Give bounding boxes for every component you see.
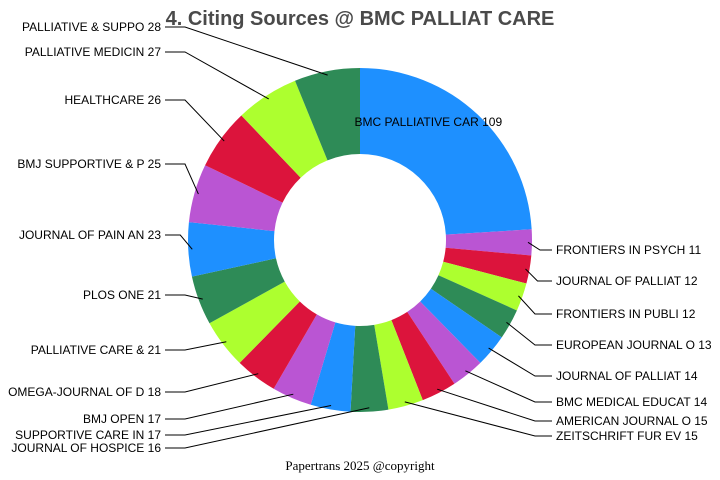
- leader-plos-one-14: [165, 294, 203, 300]
- slice-label-journal-of-hospice-9: JOURNAL OF HOSPICE 16: [11, 441, 161, 455]
- leader-american-journal-o-7: [437, 388, 552, 422]
- slice-label-frontiers-in-psych-1: FRONTIERS IN PSYCH 11: [556, 243, 701, 257]
- slice-journal-of-palliat-5: [420, 288, 502, 363]
- slice-labels: BMC PALLIATIVE CAR 109 FRONTIERS IN PSYCH…: [8, 20, 712, 455]
- leader-bmj-open-11: [165, 393, 294, 420]
- slice-label-healthcare-17: HEALTHCARE 26: [65, 93, 162, 107]
- slice-bmc-palliative-car-0: [360, 68, 532, 235]
- leader-bmc-medical-educat-6: [465, 370, 552, 403]
- leader-healthcare-17: [165, 99, 225, 142]
- leader-journal-of-pain-an-15: [165, 234, 193, 250]
- slice-label-omega-journal-of-d-12: OMEGA-JOURNAL OF D 18: [8, 385, 161, 399]
- slice-zeitschrift-fur-ev-8: [374, 320, 423, 410]
- slice-label-american-journal-o-7: AMERICAN JOURNAL O 15: [556, 414, 708, 428]
- leader-journal-of-palliat-2: [525, 268, 552, 282]
- slice-frontiers-in-psych-1: [445, 229, 532, 256]
- slice-bmc-medical-educat-6: [407, 301, 481, 384]
- slice-label-palliative-care-13: PALLIATIVE CARE & 21: [31, 343, 162, 357]
- slice-label-palliative-suppo-19: PALLIATIVE & SUPPO 28: [22, 20, 161, 34]
- slice-label-european-journal-o-4: EUROPEAN JOURNAL O 13: [556, 338, 712, 352]
- leader-frontiers-in-psych-1: [527, 241, 552, 251]
- slice-label-zeitschrift-fur-ev-8: ZEITSCHRIFT FUR EV 15: [556, 429, 698, 443]
- slice-journal-of-hospice-9: [350, 324, 389, 412]
- slice-frontiers-in-publi-3: [438, 261, 527, 311]
- slice-european-journal-o-4: [430, 275, 517, 338]
- leader-omega-journal-of-d-12: [165, 373, 259, 393]
- leader-palliative-medicin-18: [165, 51, 269, 100]
- leader-zeitschrift-fur-ev-8: [404, 401, 552, 437]
- slice-label-plos-one-14: PLOS ONE 21: [83, 288, 161, 302]
- leader-palliative-suppo-19: [165, 26, 328, 76]
- leader-palliative-care-13: [165, 341, 227, 351]
- slice-american-journal-o-7: [391, 311, 455, 401]
- slice-label-palliative-medicin-18: PALLIATIVE MEDICIN 27: [25, 45, 162, 59]
- slice-omega-journal-of-d-12: [239, 301, 317, 389]
- leader-european-journal-o-4: [506, 321, 552, 346]
- slice-healthcare-17: [205, 115, 301, 203]
- slice-label-bmc-palliative-car-0: BMC PALLIATIVE CAR 109: [355, 115, 503, 129]
- slice-bmj-supportive-p-16: [188, 165, 283, 232]
- slice-palliative-suppo-19: [295, 68, 360, 161]
- leader-journal-of-palliat-5: [488, 347, 552, 377]
- donut-slices: [188, 68, 532, 412]
- leader-journal-of-hospice-9: [165, 407, 370, 449]
- slice-label-bmc-medical-educat-6: BMC MEDICAL EDUCAT 14: [556, 395, 707, 409]
- chart-title: 4. Citing Sources @ BMC PALLIAT CARE: [166, 8, 555, 30]
- leader-supportive-care-in-10: [165, 405, 332, 436]
- slice-bmj-open-11: [273, 314, 336, 405]
- slice-label-journal-of-palliat-2: JOURNAL OF PALLIAT 12: [556, 274, 698, 288]
- slice-label-frontiers-in-publi-3: FRONTIERS IN PUBLI 12: [556, 307, 696, 321]
- footer-copyright: Papertrans 2025 @copyright: [285, 458, 435, 473]
- leader-lines: [165, 26, 552, 449]
- slice-plos-one-14: [191, 258, 285, 324]
- slice-label-journal-of-palliat-5: JOURNAL OF PALLIAT 14: [556, 369, 698, 383]
- slice-label-journal-of-pain-an-15: JOURNAL OF PAIN AN 23: [19, 228, 161, 242]
- slice-palliative-medicin-18: [241, 80, 328, 178]
- slice-palliative-care-13: [209, 281, 300, 363]
- slice-label-supportive-care-in-10: SUPPORTIVE CARE IN 17: [15, 428, 161, 442]
- leader-frontiers-in-publi-3: [518, 295, 552, 315]
- slice-label-bmj-supportive-p-16: BMJ SUPPORTIVE & P 25: [17, 157, 161, 171]
- slice-label-bmj-open-11: BMJ OPEN 17: [83, 412, 161, 426]
- slice-journal-of-pain-an-15: [188, 222, 276, 277]
- leader-bmj-supportive-p-16: [165, 163, 199, 195]
- slice-supportive-care-in-10: [310, 322, 356, 412]
- slice-journal-of-palliat-2: [443, 247, 532, 284]
